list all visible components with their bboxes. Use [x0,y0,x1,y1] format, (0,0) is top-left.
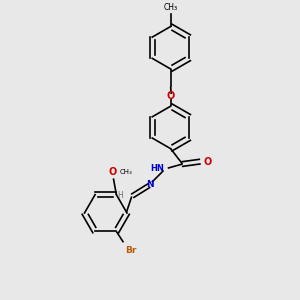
Text: CH₃: CH₃ [164,3,178,12]
Text: HN: HN [150,164,164,173]
Text: O: O [167,91,175,100]
Text: CH₃: CH₃ [120,169,133,175]
Text: N: N [146,180,154,189]
Text: H: H [117,190,123,200]
Text: O: O [109,167,117,177]
Text: O: O [203,157,212,167]
Text: Br: Br [125,246,137,255]
